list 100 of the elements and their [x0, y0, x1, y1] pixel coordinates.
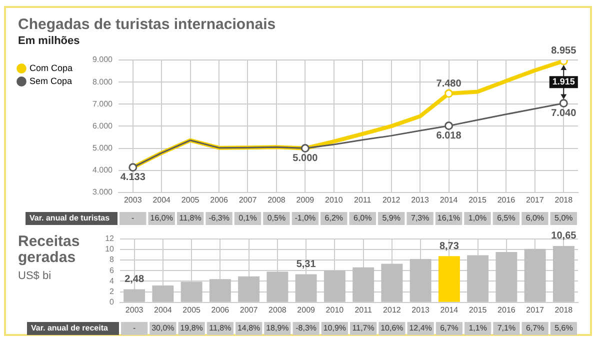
- x-tick-label: 2017: [526, 305, 545, 314]
- chart-subtitle: Em milhões: [18, 35, 80, 47]
- x-tick-label: 2016: [498, 305, 516, 314]
- x-tick-label: 2012: [383, 305, 402, 314]
- data-label: 6.018: [436, 130, 462, 142]
- point: [300, 144, 310, 153]
- x-tick-label: 2006: [211, 305, 230, 314]
- text: -: [132, 324, 136, 333]
- data-label: 5.000: [292, 153, 318, 164]
- x-tick-label: 2009: [297, 305, 316, 314]
- y-tick-label: 7.000: [92, 99, 114, 108]
- x-tick-label: 2005: [182, 305, 202, 314]
- text: 30,0%: [152, 324, 174, 333]
- text: 6,2%: [324, 214, 344, 223]
- y-tick-label: 0: [110, 298, 115, 307]
- text: 11,8%: [179, 214, 202, 223]
- data-label: 5,31: [296, 259, 316, 270]
- text: -1,0%: [294, 214, 316, 223]
- text: 19,8%: [180, 324, 203, 333]
- x-tick-label: 2011: [354, 195, 372, 204]
- chart-title: Receitas geradas: [18, 233, 81, 266]
- y-tick-label: 6.000: [92, 121, 114, 130]
- y-tick-label: 10: [105, 244, 115, 254]
- legend-label: Sem Copa: [30, 76, 72, 86]
- bar: [152, 285, 174, 302]
- x-tick-label: 2009: [296, 195, 315, 204]
- bar: [352, 267, 374, 302]
- text: US$ bi: [18, 270, 52, 282]
- x-tick-label: 2006: [210, 195, 228, 204]
- point: [444, 122, 454, 130]
- text: 10,6%: [380, 324, 404, 333]
- text: 10,9%: [323, 324, 346, 333]
- text: 5,0%: [554, 214, 573, 223]
- text: -8,3%: [296, 324, 317, 333]
- x-tick-label: 2003: [125, 305, 144, 314]
- text: -6,3%: [208, 214, 230, 223]
- point: [559, 99, 568, 108]
- x-tick-label: 2014: [440, 305, 459, 314]
- text: 6,5%: [497, 214, 516, 223]
- text: 11,8%: [209, 324, 232, 333]
- y-tick-label: 5.000: [92, 143, 114, 152]
- annotation: 1.915: [552, 76, 575, 87]
- text: 7,1%: [497, 324, 516, 333]
- y-tick-label: 4: [110, 276, 115, 286]
- x-tick-label: 2004: [154, 305, 172, 314]
- bar: [524, 248, 546, 302]
- x-tick-label: 2008: [268, 305, 287, 314]
- y-tick-label: 2: [110, 287, 115, 296]
- text: 1,1%: [468, 324, 487, 333]
- x-tick-label: 2017: [526, 195, 544, 204]
- chart-title: Chegadas de turistas internacionais: [18, 16, 276, 33]
- text: 11,7%: [352, 324, 374, 333]
- text: 5,6%: [554, 324, 573, 333]
- bar: [266, 272, 288, 302]
- bar: [209, 279, 231, 302]
- x-tick-label: 2010: [326, 305, 344, 314]
- text: 18,9%: [266, 324, 289, 333]
- text: 6,7%: [440, 324, 458, 333]
- bar: [410, 258, 432, 302]
- text: 7,3%: [410, 214, 430, 223]
- data-label: 7.040: [551, 108, 577, 119]
- x-tick-label: 2012: [382, 195, 401, 204]
- text: 6,0%: [354, 214, 372, 223]
- data-label: 4.133: [120, 172, 146, 184]
- bar: [295, 274, 317, 302]
- x-tick-label: 2008: [268, 195, 286, 204]
- point: [128, 163, 138, 172]
- x-tick-label: 2005: [181, 195, 200, 204]
- y-tick-label: 8.000: [92, 77, 114, 86]
- x-tick-label: 2011: [354, 305, 372, 314]
- y-tick-label: 12: [105, 234, 115, 244]
- y-tick-label: 6: [110, 266, 115, 275]
- x-tick-label: 2014: [440, 195, 458, 204]
- x-tick-label: 2007: [238, 195, 258, 204]
- x-tick-label: 2004: [152, 195, 172, 204]
- point: [444, 89, 454, 98]
- bar: [467, 255, 489, 302]
- x-tick-label: 2003: [124, 195, 142, 204]
- data-label: 2,48: [124, 274, 144, 286]
- y-tick-label: 3.000: [92, 188, 114, 197]
- text: 6,0%: [526, 214, 544, 223]
- legend-label: Com Copa: [30, 62, 73, 73]
- text: -: [132, 214, 135, 223]
- text: 12,4%: [409, 324, 432, 333]
- text: 16,0%: [150, 214, 173, 223]
- x-tick-label: 2018: [554, 195, 574, 204]
- data-label: 7.480: [436, 78, 462, 90]
- x-tick-label: 2007: [240, 305, 258, 314]
- bar: [124, 289, 146, 302]
- bar: [381, 264, 403, 302]
- x-tick-label: 2015: [468, 195, 487, 204]
- bar: [496, 252, 518, 302]
- bar: [552, 246, 574, 302]
- text: 6,7%: [526, 324, 544, 333]
- text: Var. anual de turistas: [30, 214, 110, 223]
- y-tick-label: 4.000: [92, 166, 114, 175]
- bar: [238, 276, 260, 302]
- text: 0,5%: [267, 214, 286, 223]
- x-tick-label: 2016: [497, 195, 516, 204]
- text: 0,1%: [238, 214, 257, 223]
